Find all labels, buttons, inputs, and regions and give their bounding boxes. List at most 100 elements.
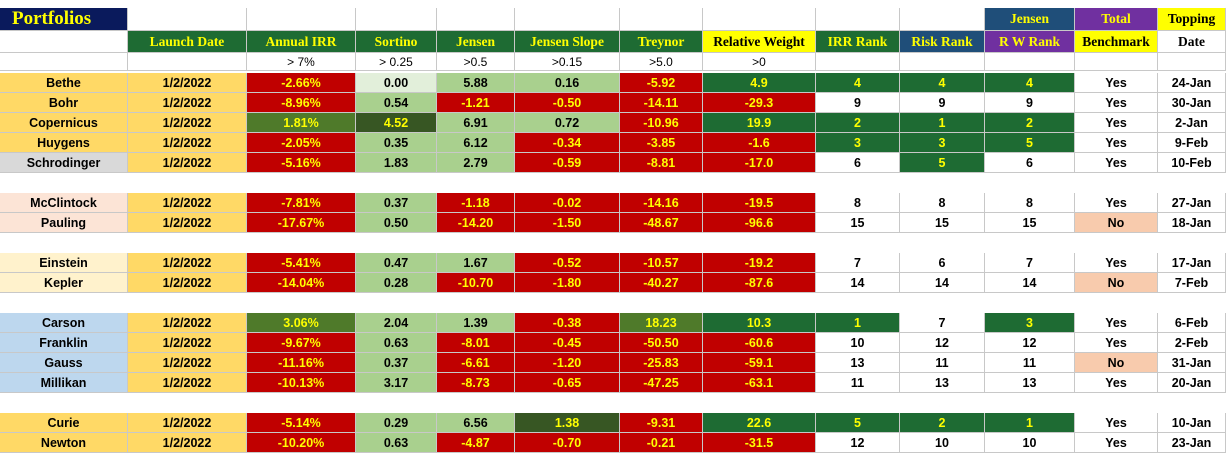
rw-rank[interactable]: 10 bbox=[985, 433, 1075, 453]
header-blank-cell[interactable] bbox=[247, 8, 356, 31]
risk-rank[interactable]: 9 bbox=[900, 93, 985, 113]
relative-weight[interactable]: -87.6 bbox=[703, 273, 816, 293]
rw-rank[interactable]: 14 bbox=[985, 273, 1075, 293]
date[interactable]: 2-Feb bbox=[1158, 333, 1226, 353]
portfolio-name[interactable]: Bethe bbox=[0, 73, 128, 93]
irr-rank[interactable]: 8 bbox=[816, 193, 900, 213]
sortino[interactable]: 1.83 bbox=[356, 153, 437, 173]
sortino[interactable]: 0.37 bbox=[356, 193, 437, 213]
treynor[interactable]: -10.96 bbox=[620, 113, 703, 133]
threshold-blank-cell[interactable] bbox=[128, 53, 247, 71]
irr-rank[interactable]: 5 bbox=[816, 413, 900, 433]
sortino[interactable]: 0.37 bbox=[356, 353, 437, 373]
portfolio-name[interactable]: Huygens bbox=[0, 133, 128, 153]
date[interactable]: 6-Feb bbox=[1158, 313, 1226, 333]
date[interactable]: 17-Jan bbox=[1158, 253, 1226, 273]
date[interactable]: 27-Jan bbox=[1158, 193, 1226, 213]
header-topping-top[interactable]: Topping bbox=[1158, 8, 1226, 31]
jensen[interactable]: 6.12 bbox=[437, 133, 515, 153]
portfolio-name[interactable]: Schrodinger bbox=[0, 153, 128, 173]
header-blank-cell[interactable] bbox=[0, 31, 128, 53]
irr-rank[interactable]: 15 bbox=[816, 213, 900, 233]
relative-weight[interactable]: -19.5 bbox=[703, 193, 816, 213]
relative-weight[interactable]: 19.9 bbox=[703, 113, 816, 133]
relative-weight[interactable]: -59.1 bbox=[703, 353, 816, 373]
sortino[interactable]: 0.29 bbox=[356, 413, 437, 433]
sortino[interactable]: 0.47 bbox=[356, 253, 437, 273]
annual-irr[interactable]: 3.06% bbox=[247, 313, 356, 333]
rw-rank[interactable]: 12 bbox=[985, 333, 1075, 353]
jensen[interactable]: -6.61 bbox=[437, 353, 515, 373]
launch-date[interactable]: 1/2/2022 bbox=[128, 113, 247, 133]
launch-date[interactable]: 1/2/2022 bbox=[128, 433, 247, 453]
treynor[interactable]: 18.23 bbox=[620, 313, 703, 333]
irr-rank[interactable]: 11 bbox=[816, 373, 900, 393]
jensen[interactable]: -8.73 bbox=[437, 373, 515, 393]
portfolio-name[interactable]: Bohr bbox=[0, 93, 128, 113]
jensen-slope[interactable]: -1.20 bbox=[515, 353, 620, 373]
risk-rank[interactable]: 12 bbox=[900, 333, 985, 353]
relative-weight[interactable]: -96.6 bbox=[703, 213, 816, 233]
rw-rank[interactable]: 9 bbox=[985, 93, 1075, 113]
treynor[interactable]: -0.21 bbox=[620, 433, 703, 453]
jensen[interactable]: 5.88 bbox=[437, 73, 515, 93]
header-blank-cell[interactable] bbox=[703, 8, 816, 31]
launch-date[interactable]: 1/2/2022 bbox=[128, 133, 247, 153]
irr-rank[interactable]: 9 bbox=[816, 93, 900, 113]
column-header[interactable]: Jensen Slope bbox=[515, 31, 620, 53]
rw-rank[interactable]: 2 bbox=[985, 113, 1075, 133]
jensen-slope[interactable]: -0.45 bbox=[515, 333, 620, 353]
threshold-blank-cell[interactable] bbox=[985, 53, 1075, 71]
treynor[interactable]: -40.27 bbox=[620, 273, 703, 293]
portfolio-name[interactable]: Einstein bbox=[0, 253, 128, 273]
jensen-slope[interactable]: -1.50 bbox=[515, 213, 620, 233]
risk-rank[interactable]: 5 bbox=[900, 153, 985, 173]
treynor[interactable]: -8.81 bbox=[620, 153, 703, 173]
jensen[interactable]: 2.79 bbox=[437, 153, 515, 173]
header-blank-cell[interactable] bbox=[128, 8, 247, 31]
relative-weight[interactable]: -19.2 bbox=[703, 253, 816, 273]
threshold-blank-cell[interactable] bbox=[0, 53, 128, 71]
rw-rank[interactable]: 13 bbox=[985, 373, 1075, 393]
title-cell[interactable]: Portfolios bbox=[0, 8, 128, 31]
jensen-slope[interactable]: 1.38 bbox=[515, 413, 620, 433]
irr-rank[interactable]: 1 bbox=[816, 313, 900, 333]
irr-rank[interactable]: 12 bbox=[816, 433, 900, 453]
jensen-slope[interactable]: -0.02 bbox=[515, 193, 620, 213]
treynor[interactable]: -50.50 bbox=[620, 333, 703, 353]
sortino[interactable]: 4.52 bbox=[356, 113, 437, 133]
portfolio-name[interactable]: Millikan bbox=[0, 373, 128, 393]
rw-rank[interactable]: 3 bbox=[985, 313, 1075, 333]
annual-irr[interactable]: -11.16% bbox=[247, 353, 356, 373]
sortino[interactable]: 0.63 bbox=[356, 333, 437, 353]
jensen[interactable]: -4.87 bbox=[437, 433, 515, 453]
risk-rank[interactable]: 13 bbox=[900, 373, 985, 393]
irr-rank[interactable]: 14 bbox=[816, 273, 900, 293]
risk-rank[interactable]: 3 bbox=[900, 133, 985, 153]
irr-rank[interactable]: 10 bbox=[816, 333, 900, 353]
rw-rank[interactable]: 1 bbox=[985, 413, 1075, 433]
date[interactable]: 23-Jan bbox=[1158, 433, 1226, 453]
header-jensen-top[interactable]: Jensen bbox=[985, 8, 1075, 31]
launch-date[interactable]: 1/2/2022 bbox=[128, 253, 247, 273]
portfolio-name[interactable]: Curie bbox=[0, 413, 128, 433]
benchmark[interactable]: Yes bbox=[1075, 433, 1158, 453]
rw-rank[interactable]: 15 bbox=[985, 213, 1075, 233]
threshold-cell[interactable]: >0.5 bbox=[437, 53, 515, 71]
portfolio-name[interactable]: Copernicus bbox=[0, 113, 128, 133]
threshold-cell[interactable]: > 7% bbox=[247, 53, 356, 71]
launch-date[interactable]: 1/2/2022 bbox=[128, 413, 247, 433]
risk-rank[interactable]: 14 bbox=[900, 273, 985, 293]
launch-date[interactable]: 1/2/2022 bbox=[128, 373, 247, 393]
sortino[interactable]: 0.63 bbox=[356, 433, 437, 453]
benchmark[interactable]: No bbox=[1075, 353, 1158, 373]
threshold-cell[interactable]: >5.0 bbox=[620, 53, 703, 71]
jensen-slope[interactable]: 0.16 bbox=[515, 73, 620, 93]
jensen-slope[interactable]: 0.72 bbox=[515, 113, 620, 133]
rw-rank[interactable]: 5 bbox=[985, 133, 1075, 153]
column-header[interactable]: Treynor bbox=[620, 31, 703, 53]
benchmark[interactable]: Yes bbox=[1075, 133, 1158, 153]
risk-rank[interactable]: 1 bbox=[900, 113, 985, 133]
relative-weight[interactable]: -17.0 bbox=[703, 153, 816, 173]
annual-irr[interactable]: -2.66% bbox=[247, 73, 356, 93]
